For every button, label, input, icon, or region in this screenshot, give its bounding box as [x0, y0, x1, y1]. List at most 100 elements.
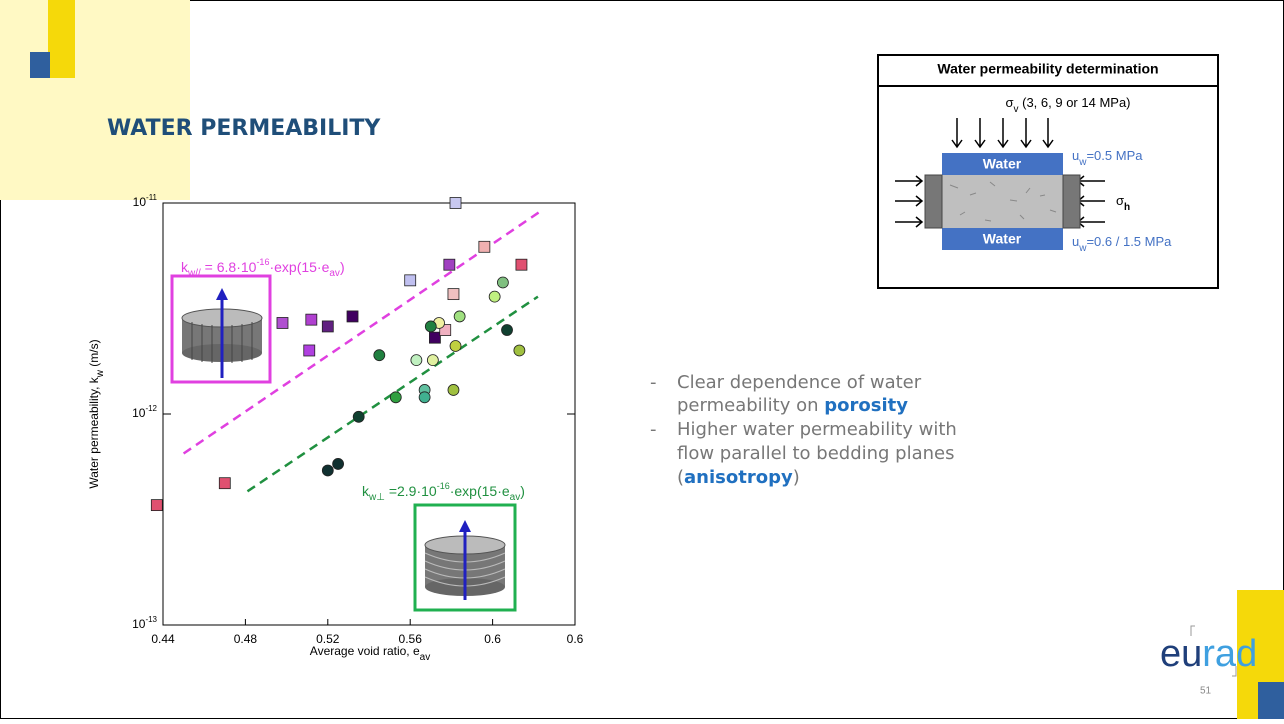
y-tick-label: 10-12 — [132, 404, 157, 420]
t: =0.6 / 1.5 MPa — [1086, 234, 1172, 249]
point — [346, 310, 359, 323]
bullet-marker: - — [650, 419, 657, 440]
deco — [30, 52, 50, 78]
annotation-part: w⊥ — [368, 492, 385, 503]
label: (m/s) — [87, 339, 101, 370]
x-tick-label: 0.48 — [234, 632, 258, 646]
x-tick-label: 0.6 — [567, 632, 584, 646]
t: h — [1124, 202, 1130, 213]
deco — [0, 0, 190, 200]
tick-exponent: -13 — [145, 615, 157, 624]
t: u — [1072, 148, 1079, 163]
tick-base: 10 — [132, 406, 146, 420]
sigma-h: σh — [1116, 193, 1130, 213]
point — [321, 464, 334, 477]
diagram: Water permeability determination σv (3, … — [877, 54, 1219, 289]
x-axis-label: Average void ratio, eav — [310, 644, 430, 663]
logo: eurad — [1160, 633, 1257, 675]
text: ( — [677, 467, 684, 488]
point — [447, 384, 460, 396]
annotation-part: av — [510, 492, 521, 503]
sigma-v: σv (3, 6, 9 or 14 MPa) — [1005, 95, 1130, 115]
t: w — [1078, 157, 1087, 168]
label: w — [95, 369, 106, 378]
u-top: uw=0.5 MPa — [1072, 148, 1143, 168]
point — [488, 290, 501, 303]
t: w — [1078, 243, 1087, 254]
point — [515, 258, 528, 271]
point — [449, 197, 462, 209]
tick-exponent: -12 — [145, 404, 157, 413]
page-number: 51 — [1200, 686, 1212, 697]
y-tick-label: 10-11 — [133, 193, 158, 209]
point — [404, 274, 417, 287]
t: u — [1072, 234, 1079, 249]
inset-box — [170, 274, 272, 384]
bullet-marker: - — [650, 372, 657, 393]
point — [453, 310, 466, 323]
deco — [1258, 682, 1284, 719]
point — [410, 354, 423, 367]
point — [332, 458, 345, 470]
point — [150, 499, 163, 512]
emphasis: anisotropy — [684, 467, 793, 488]
annotation-part: -16 — [256, 257, 269, 267]
t: (3, 6, 9 or 14 MPa) — [1019, 95, 1131, 110]
deco — [48, 0, 75, 78]
x-tick-label: 0.52 — [316, 632, 340, 646]
bullet-text: flow parallel to bedding planes — [677, 443, 955, 464]
point — [429, 331, 441, 344]
y-axis-label: Water permeability, kw (m/s) — [87, 339, 106, 488]
point — [496, 276, 509, 289]
point — [443, 258, 456, 271]
point — [352, 410, 365, 423]
point — [418, 391, 431, 404]
point — [218, 477, 231, 490]
label: Average void ratio, e — [310, 644, 420, 658]
chart: 0.44 0.48 0.52 0.56 0.6 0.610-1310-1210-11kw/… — [132, 193, 584, 646]
point — [426, 354, 439, 367]
point — [513, 344, 526, 357]
inset-box — [413, 503, 517, 612]
bullet-text: Clear dependence of water — [677, 372, 922, 393]
t: σ — [1116, 193, 1124, 208]
label: av — [420, 652, 431, 663]
logo-bracket — [1190, 625, 1237, 677]
x-tick-label: 0.44 — [151, 632, 175, 646]
point — [447, 288, 460, 301]
y-tick-label: 10-13 — [132, 615, 157, 631]
fit-annotation: kw⊥ =2.9·10-16·exp(15·eav) — [362, 481, 525, 503]
tick-exponent: -11 — [146, 193, 158, 202]
annotation-part: = 6.8·10 — [201, 259, 257, 275]
annotation-part: ) — [340, 259, 345, 275]
disc-stack-icon — [424, 520, 506, 600]
u-bottom: uw=0.6 / 1.5 MPa — [1072, 234, 1172, 254]
tick-base: 10 — [132, 617, 146, 631]
point — [305, 313, 318, 326]
fit-annotation: kw// = 6.8·10-16·exp(15·eav) — [181, 257, 345, 279]
logo-part: rad — [1202, 633, 1257, 675]
text: ) — [793, 467, 800, 488]
point — [501, 324, 513, 336]
point — [449, 340, 462, 352]
point — [303, 344, 316, 357]
fit-line — [246, 295, 539, 493]
annotation-part: w// — [187, 268, 201, 279]
annotation-part: k — [362, 483, 370, 499]
fit-line — [182, 210, 541, 455]
annotation-part: ·exp(15·e — [450, 483, 510, 499]
slide-title: WATER PERMEABILITY — [107, 116, 381, 141]
x-tick-label: 0.56 — [399, 632, 423, 646]
tick-base: 10 — [133, 195, 147, 209]
point — [424, 320, 437, 333]
point — [478, 240, 491, 253]
diagram-title: Water permeability determination — [937, 61, 1158, 77]
water-label: Water — [983, 231, 1022, 247]
label: Water permeability, k — [87, 376, 101, 488]
bullets: - Clear dependence of water permeability… — [650, 372, 957, 488]
point — [276, 317, 289, 329]
emphasis: porosity — [824, 395, 908, 416]
cylinder-icon — [181, 288, 263, 378]
